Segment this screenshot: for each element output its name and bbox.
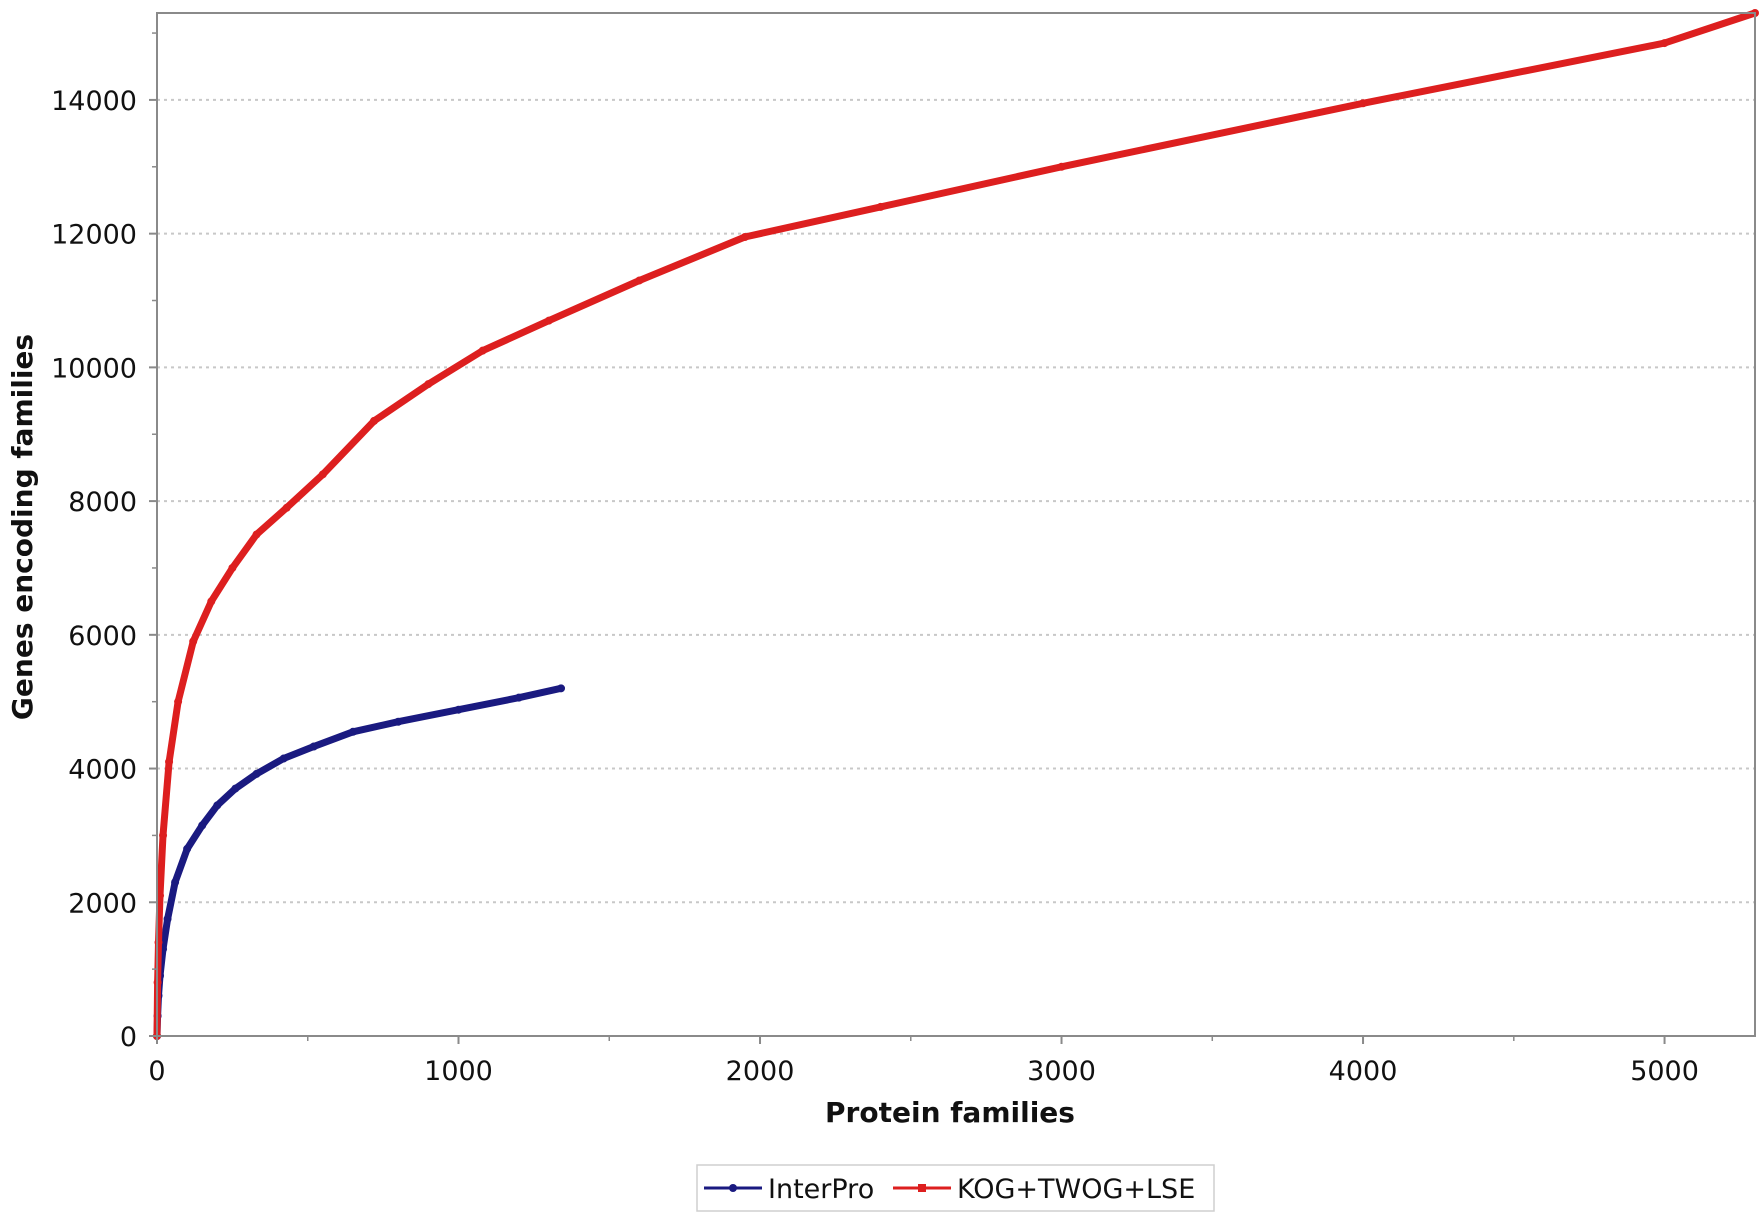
x-tick-label: 4000 (1329, 1056, 1398, 1087)
y-tick-label: 12000 (51, 220, 137, 251)
legend-item-kog-twog-lse: KOG+TWOG+LSE (893, 1174, 1195, 1205)
data-point-kog-twog-lse (207, 597, 216, 606)
data-point-interpro (163, 914, 172, 923)
data-point-interpro (454, 705, 463, 714)
data-point-kog-twog-lse (252, 530, 261, 539)
data-point-kog-twog-lse (1359, 99, 1368, 108)
data-point-kog-twog-lse (228, 563, 237, 572)
y-tick-label: 4000 (68, 755, 137, 786)
x-tick-label: 1000 (424, 1056, 493, 1087)
data-point-interpro (183, 844, 192, 853)
y-axis-title: Genes encoding families (6, 334, 39, 720)
y-tick-label: 0 (120, 1022, 137, 1053)
data-point-kog-twog-lse (154, 938, 163, 947)
data-point-kog-twog-lse (424, 380, 433, 389)
axes: 0 2000 4000 6000 8000 10000 12000 14000 0 1000 200… (51, 32, 1699, 1087)
x-tick-label: 2000 (726, 1056, 795, 1087)
data-point-kog-twog-lse (478, 346, 487, 355)
data-point-interpro (309, 742, 318, 751)
y-tick-label: 6000 (68, 621, 137, 652)
series-line-interpro (153, 684, 565, 1040)
data-point-interpro (231, 784, 240, 793)
data-point-kog-twog-lse (282, 503, 291, 512)
legend-label-kog-twog-lse: KOG+TWOG+LSE (957, 1174, 1195, 1205)
data-point-kog-twog-lse (318, 470, 327, 479)
legend-box (696, 1164, 1215, 1212)
data-point-interpro (252, 769, 261, 778)
y-tick-label: 10000 (51, 353, 137, 384)
data-point-kog-twog-lse (740, 232, 749, 241)
data-point-interpro (213, 801, 222, 810)
data-point-interpro (198, 821, 207, 830)
y-tick-label: 8000 (68, 487, 137, 518)
plot-area-border (156, 12, 1756, 1037)
gridlines (157, 98, 1755, 904)
x-tick-label: 5000 (1630, 1056, 1699, 1087)
data-point-kog-twog-lse (370, 416, 379, 425)
legend: InterPro KOG+TWOG+LSE (696, 1164, 1215, 1212)
data-point-interpro (557, 684, 566, 693)
series-layer (153, 9, 1759, 1040)
x-tick-label: 0 (148, 1056, 165, 1087)
data-point-kog-twog-lse (876, 202, 885, 211)
data-point-interpro (514, 693, 523, 702)
data-point-interpro (171, 878, 180, 887)
legend-marker-interpro (729, 1184, 737, 1192)
data-point-kog-twog-lse (189, 637, 198, 646)
x-axis-title: Protein families (825, 1096, 1075, 1129)
data-point-kog-twog-lse (1057, 162, 1066, 171)
data-point-interpro (348, 727, 357, 736)
x-tick-label: 3000 (1027, 1056, 1096, 1087)
data-point-kog-twog-lse (544, 316, 553, 325)
legend-marker-kog-twog-lse (918, 1184, 926, 1192)
legend-label-interpro: InterPro (768, 1174, 874, 1205)
data-point-kog-twog-lse (159, 831, 168, 840)
data-point-kog-twog-lse (165, 757, 174, 766)
data-point-kog-twog-lse (156, 891, 165, 900)
data-point-kog-twog-lse (1660, 39, 1669, 48)
data-point-interpro (279, 754, 288, 763)
legend-item-interpro: InterPro (704, 1174, 874, 1205)
y-tick-label: 14000 (51, 86, 137, 117)
y-tick-label: 2000 (68, 888, 137, 919)
data-point-kog-twog-lse (174, 697, 183, 706)
data-point-interpro (394, 717, 403, 726)
series-line-kog-twog-lse (153, 9, 1759, 1040)
data-point-kog-twog-lse (635, 276, 644, 285)
